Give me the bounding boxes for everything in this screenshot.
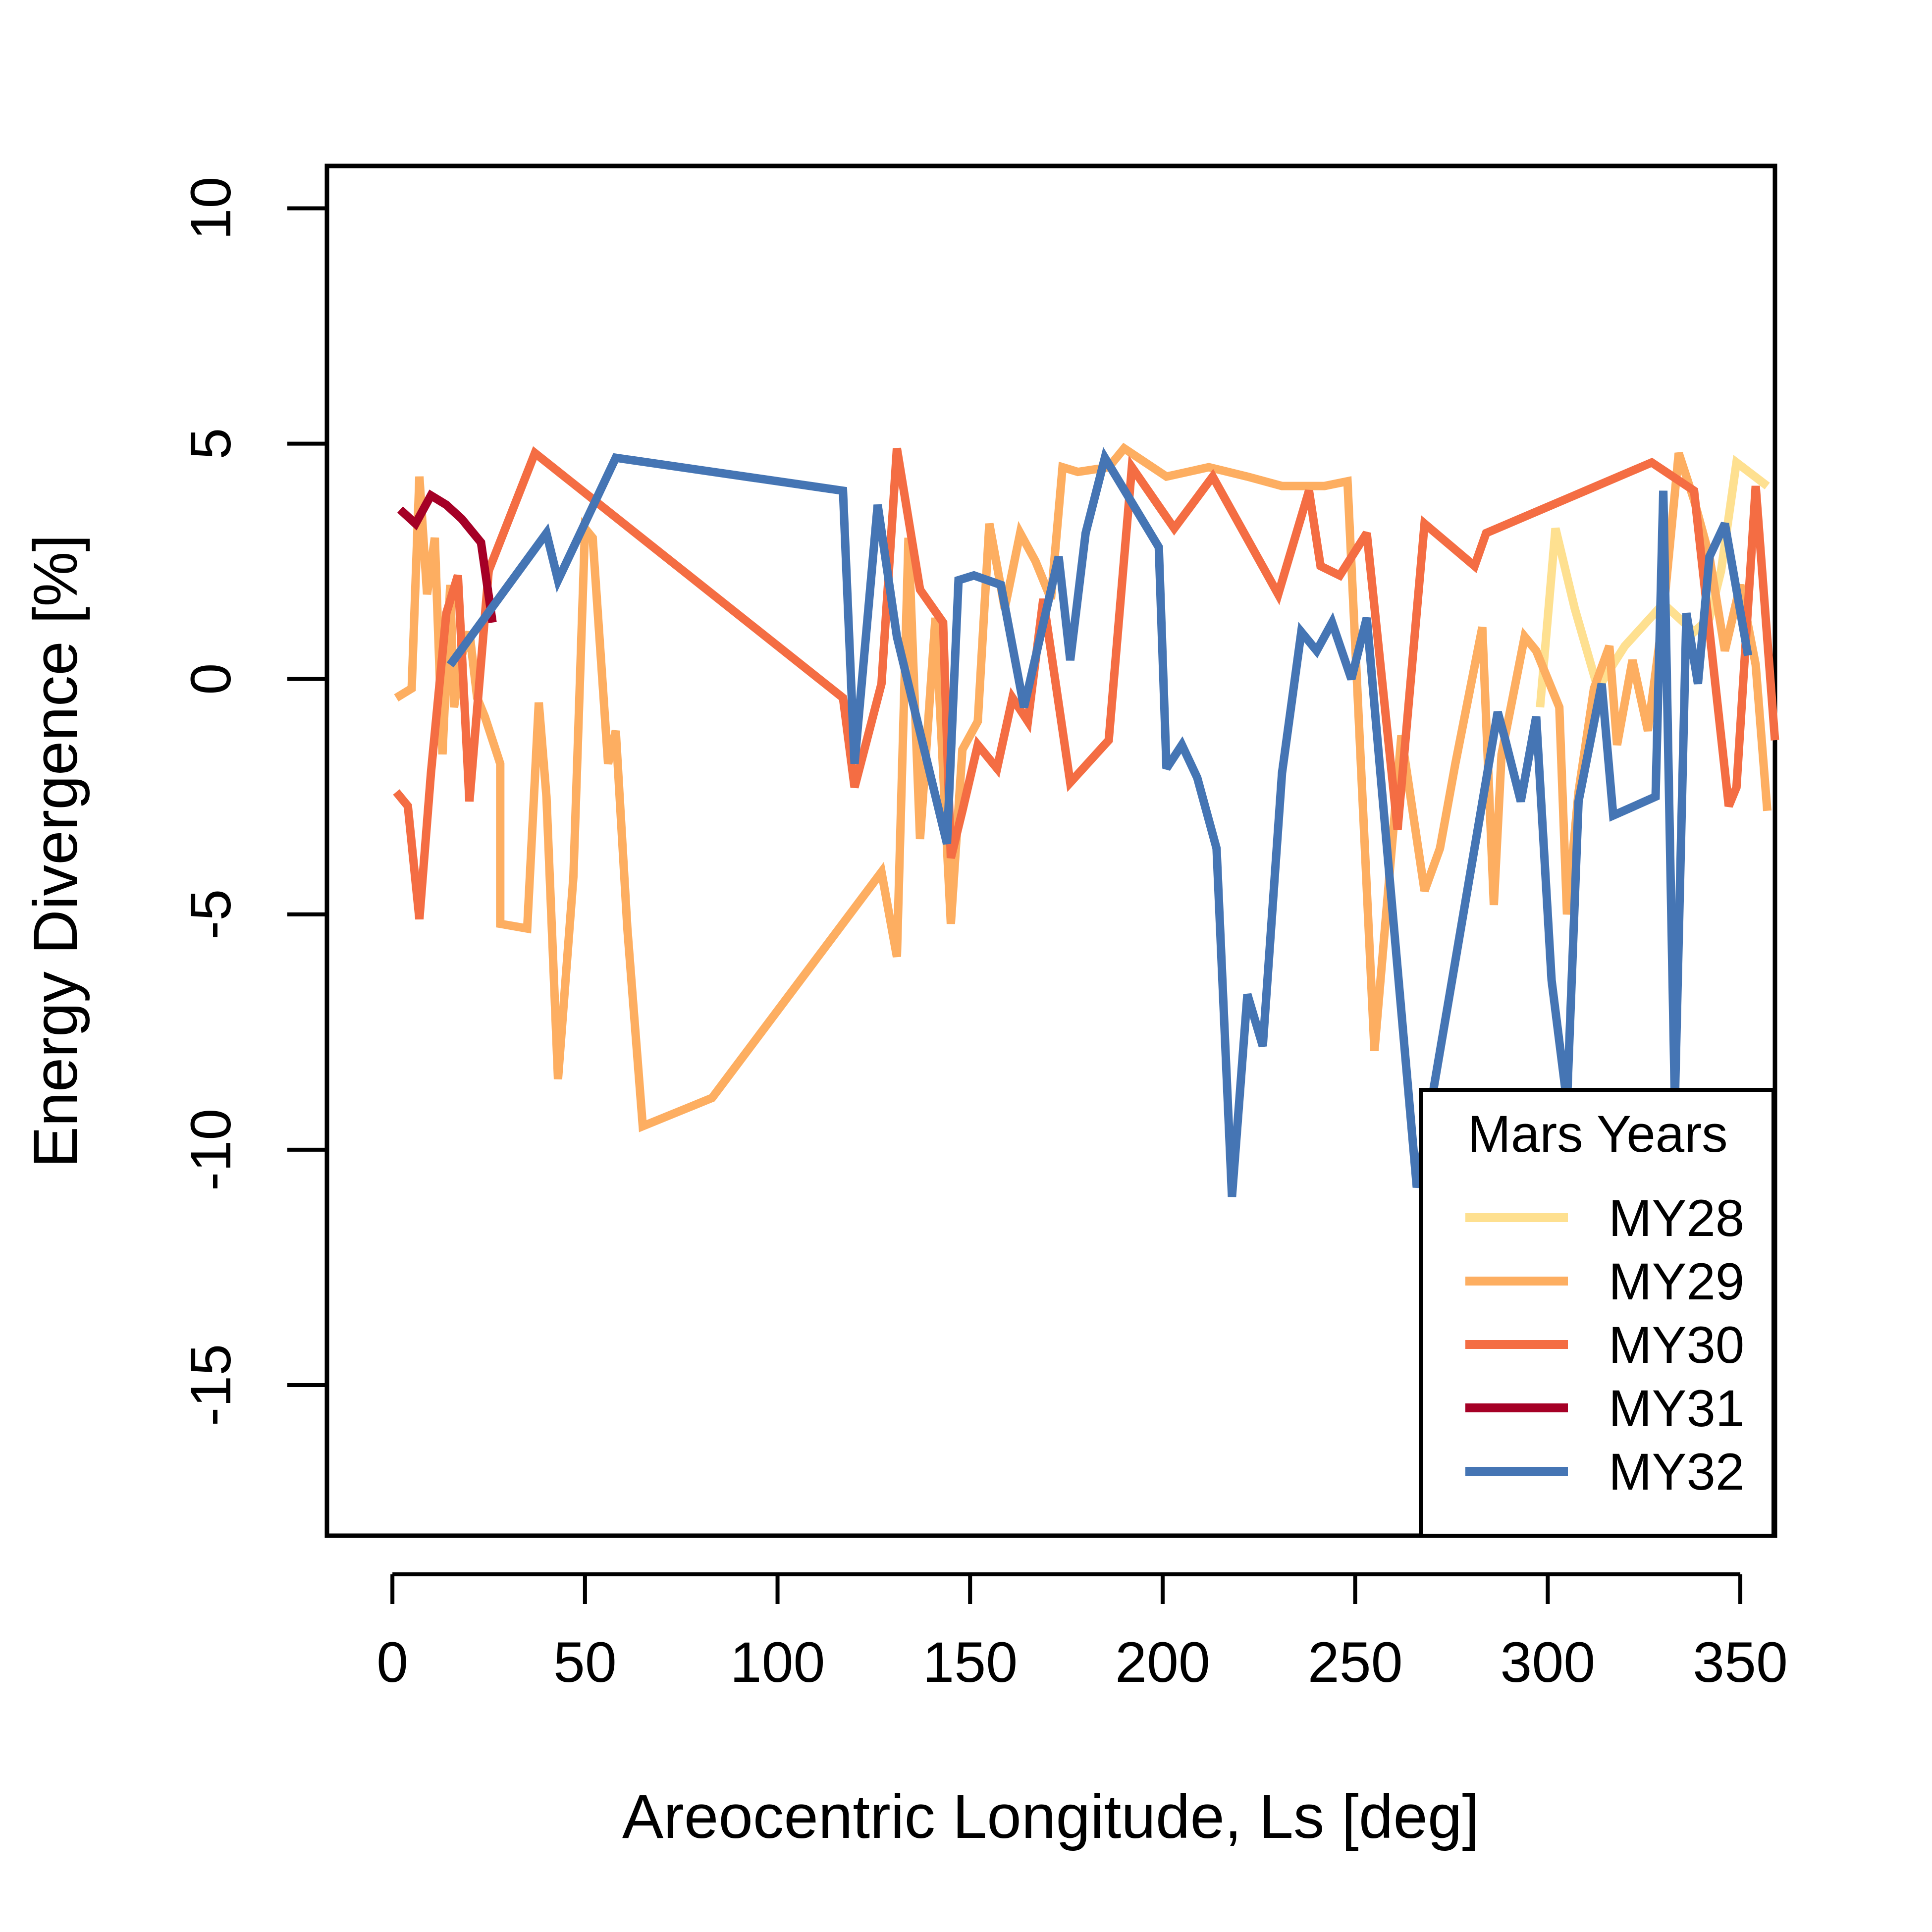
- x-axis: 0 50 100 150 200 250 300 350: [376, 1572, 1788, 1694]
- legend-label-my31: MY31: [1609, 1380, 1744, 1438]
- legend-label-my30: MY30: [1609, 1316, 1744, 1374]
- x-tick-label: 50: [553, 1631, 617, 1694]
- y-tick-label: -15: [179, 1344, 243, 1426]
- series-line-my32: [446, 447, 1752, 1197]
- x-tick-label: 300: [1500, 1631, 1595, 1694]
- y-tick-label: 0: [179, 663, 243, 695]
- y-tick-label: 5: [179, 428, 243, 460]
- x-tick-label: 200: [1115, 1631, 1210, 1694]
- y-axis: -15 -10 -5 0 5 10: [179, 177, 327, 1426]
- legend-title: Mars Years: [1467, 1105, 1727, 1163]
- series-layer: [393, 442, 1779, 1197]
- x-tick-label: 0: [376, 1631, 408, 1694]
- x-tick-label: 150: [922, 1631, 1018, 1694]
- x-tick-label: 250: [1308, 1631, 1403, 1694]
- legend-label-my29: MY29: [1609, 1253, 1744, 1311]
- plot-frame: [324, 163, 1777, 1538]
- y-axis-title: Energy Divergence [%]: [21, 535, 90, 1168]
- x-tick-label: 350: [1693, 1631, 1788, 1694]
- y-tick-label: -5: [179, 889, 243, 940]
- x-tick-label: 100: [730, 1631, 825, 1694]
- x-axis-title: Areocentric Longitude, Ls [deg]: [622, 1782, 1479, 1851]
- series-line-my29: [394, 442, 1771, 1132]
- legend-box: [1419, 1088, 1775, 1538]
- legend-label-my28: MY28: [1609, 1189, 1744, 1247]
- series-line-my31: [397, 489, 497, 623]
- legend-label-my32: MY32: [1609, 1443, 1744, 1501]
- y-tick-label: -10: [179, 1109, 243, 1191]
- y-tick-label: 10: [179, 177, 243, 240]
